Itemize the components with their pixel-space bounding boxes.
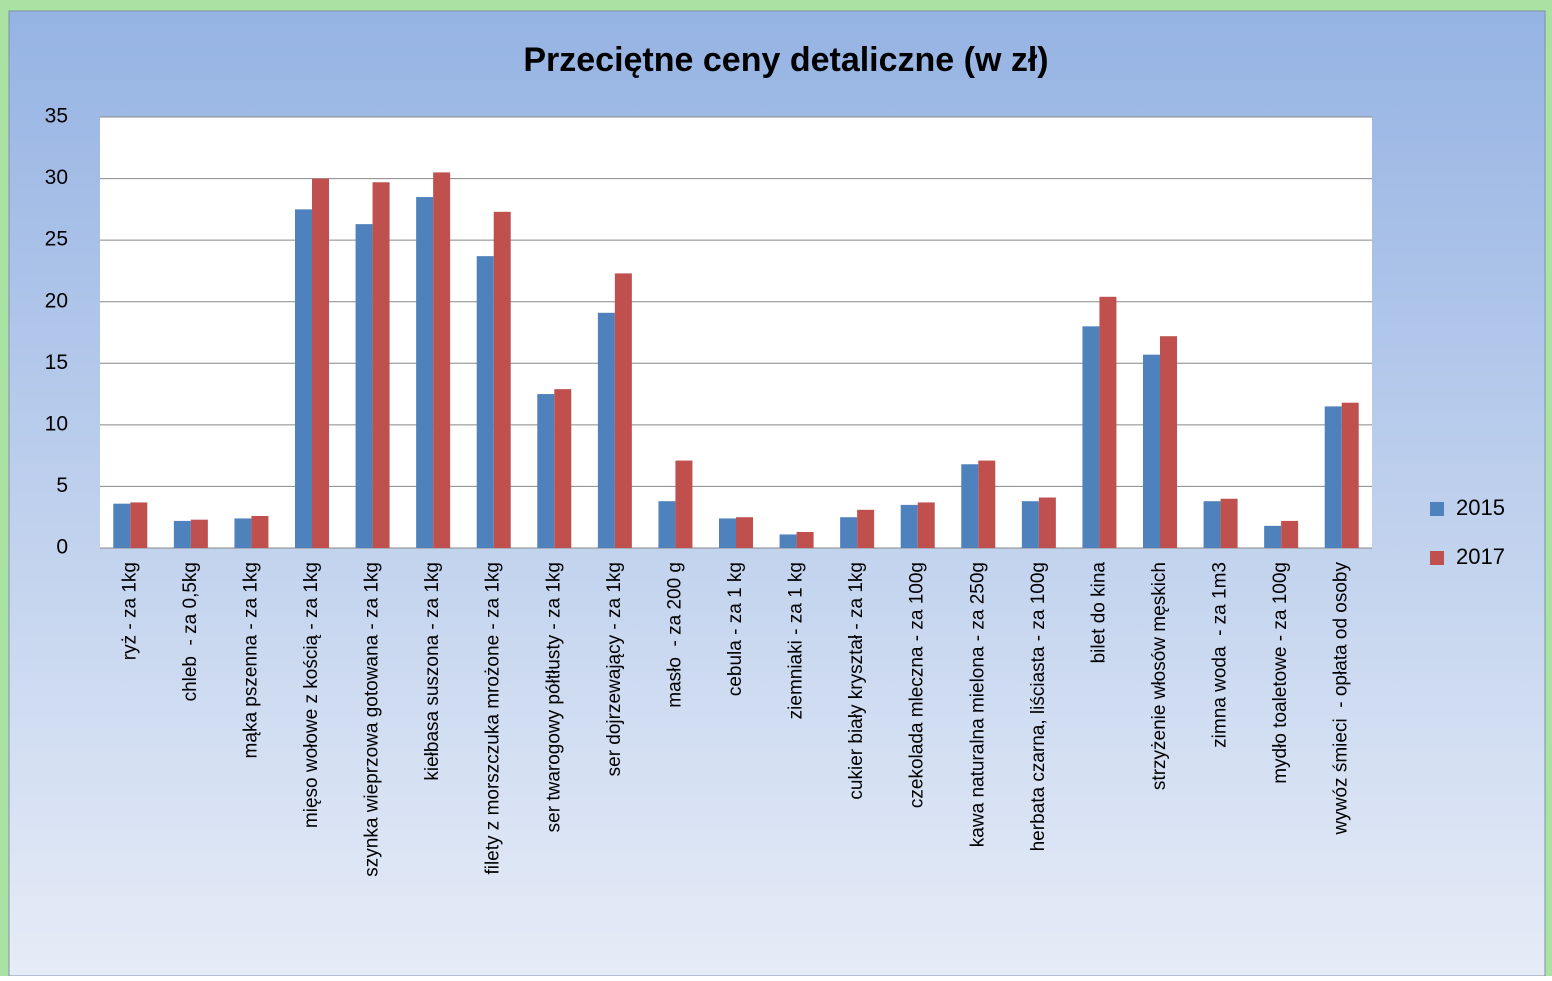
x-tick-label: bilet do kina xyxy=(1088,562,1109,664)
x-tick-label: cukier biały kryształ - za 1kg xyxy=(846,562,867,800)
bar xyxy=(597,312,615,548)
bar xyxy=(433,172,451,548)
y-tick-label: 25 xyxy=(45,228,68,251)
x-tick-label: kawa naturalna mielona - za 250g xyxy=(967,562,988,847)
x-tick-label: kiełbasa suszona - za 1kg xyxy=(422,562,443,781)
x-tick-label: mięso wołowe z kością - za 1kg xyxy=(301,562,322,828)
y-tick-label: 30 xyxy=(45,166,68,189)
bar xyxy=(978,460,996,548)
bar xyxy=(961,464,979,548)
x-tick-label: szynka wieprzowa gotowana - za 1kg xyxy=(362,562,383,877)
bar xyxy=(355,224,373,549)
bar xyxy=(719,518,736,548)
bar xyxy=(840,517,858,548)
bar xyxy=(130,502,148,548)
legend-label: 2015 xyxy=(1456,495,1505,520)
bar xyxy=(796,531,814,548)
x-tick-label: wywóz śmieci - opłata od osoby xyxy=(1331,562,1352,836)
bar xyxy=(476,256,494,548)
x-tick-label: czekolada mleczna - za 100g xyxy=(907,562,928,808)
bar xyxy=(1021,501,1039,548)
y-tick-label: 10 xyxy=(45,412,68,435)
plot-area xyxy=(100,117,1372,548)
bar xyxy=(1160,336,1177,548)
bar xyxy=(658,501,676,548)
x-tick-label: mąka pszenna - za 1kg xyxy=(240,562,261,758)
bar xyxy=(1038,497,1056,548)
bar xyxy=(173,520,191,548)
bar xyxy=(234,518,252,548)
y-tick-label: 15 xyxy=(45,351,68,374)
bar xyxy=(1281,520,1299,548)
bar xyxy=(1082,326,1100,548)
bar xyxy=(312,178,329,549)
bar xyxy=(1324,406,1342,548)
x-tick-label: ryż - za 1kg xyxy=(119,562,140,660)
bar xyxy=(537,394,555,548)
bar xyxy=(295,209,312,548)
x-tick-label: mydło toaletowe - za 100g xyxy=(1270,562,1291,784)
x-tick-label: ser dojrzewający - za 1kg xyxy=(604,562,625,776)
bar xyxy=(1203,501,1221,548)
bar xyxy=(251,515,269,548)
bar xyxy=(857,509,875,548)
bar xyxy=(554,389,572,548)
bar xyxy=(416,197,434,549)
legend-swatch xyxy=(1430,502,1444,516)
legend-swatch xyxy=(1430,551,1444,565)
bar xyxy=(113,503,131,548)
bar xyxy=(900,504,918,548)
x-tick-label: ser twarogowy półtłusty - za 1kg xyxy=(543,562,564,832)
bar xyxy=(372,182,390,548)
y-tick-label: 0 xyxy=(56,536,68,559)
chart-title: Przeciętne ceny detaliczne (w zł) xyxy=(523,41,1048,79)
x-tick-label: ziemniaki - za 1 kg xyxy=(786,562,807,719)
x-tick-label: filety z morszczuka mrożone - za 1kg xyxy=(483,562,504,875)
bar xyxy=(1099,296,1117,548)
x-tick-label: masło - za 200 g xyxy=(664,562,685,708)
x-tick-label: zimna woda - za 1m3 xyxy=(1210,562,1231,748)
x-tick-label: chleb - za 0,5kg xyxy=(180,562,201,701)
bar xyxy=(1264,525,1282,548)
bar xyxy=(736,517,753,548)
y-tick-label: 20 xyxy=(45,289,68,312)
bar xyxy=(1143,354,1160,548)
bar xyxy=(493,211,511,548)
y-tick-label: 5 xyxy=(56,474,68,497)
bar xyxy=(1341,402,1359,548)
bar xyxy=(614,273,632,548)
bar xyxy=(779,534,797,548)
x-tick-label: herbata czarna, liściasta - za 100g xyxy=(1028,562,1049,851)
bar xyxy=(675,460,693,548)
bar xyxy=(190,519,208,548)
x-tick-label: cebula - za 1 kg xyxy=(725,562,746,696)
bar xyxy=(917,502,935,548)
y-tick-label: 35 xyxy=(45,105,68,128)
legend-label: 2017 xyxy=(1456,544,1505,569)
bar xyxy=(1220,498,1238,548)
x-tick-label: strzyżenie włosów męskich xyxy=(1149,562,1170,790)
